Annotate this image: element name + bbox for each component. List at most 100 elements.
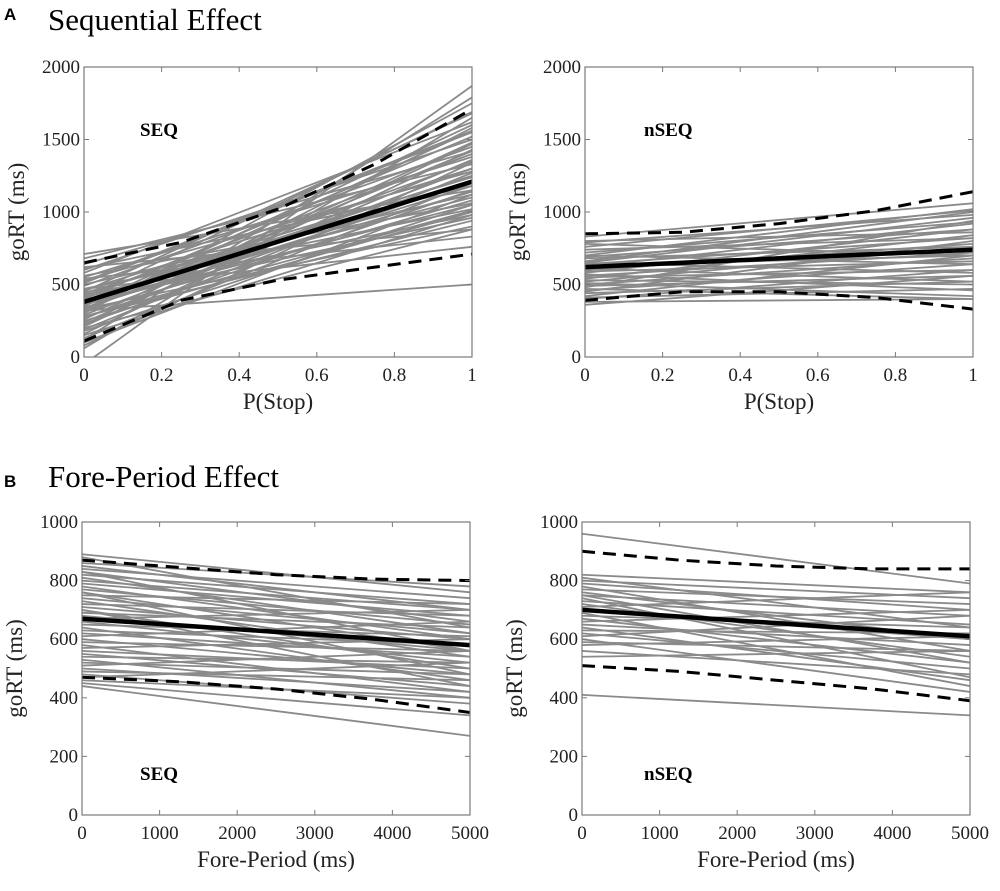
chart-foreperiod-seq: 0 1000 2000 3000 4000 5000 0 200 400 600 800 1000 Fo… <box>2 512 489 872</box>
chart-sequential-seq: 0 0.2 0.4 0.6 0.8 1 0 500 1000 1500 2000 P(Stop) goR… <box>4 57 477 414</box>
mean-line <box>582 607 970 639</box>
individual-line <box>84 283 472 312</box>
individual-line <box>82 658 470 699</box>
individual-line <box>582 609 970 623</box>
individual-line <box>582 591 970 608</box>
individual-line <box>84 182 472 339</box>
individual-line <box>82 620 470 638</box>
x-tick-label: 4000 <box>373 823 411 844</box>
individual-line <box>585 202 973 238</box>
y-tick-label: 400 <box>550 688 579 709</box>
ci-upper-line <box>82 558 470 583</box>
individual-line <box>84 235 472 280</box>
y-tick-label: 400 <box>50 688 79 709</box>
x-tick-label: 0.4 <box>728 365 752 386</box>
group-label: SEQ <box>140 764 178 785</box>
individual-line <box>585 263 973 292</box>
individual-line <box>82 626 470 682</box>
y-tick-label: 500 <box>52 275 81 296</box>
x-tick-label: 0.2 <box>150 365 174 386</box>
x-axis-label: Fore-Period (ms) <box>197 847 355 872</box>
y-tick-label: 1500 <box>543 130 581 151</box>
data-lines <box>82 553 470 737</box>
x-axis-label: P(Stop) <box>744 389 814 414</box>
section-title-b: Fore-Period Effect <box>48 459 279 494</box>
x-tick-label: 5000 <box>951 823 989 844</box>
individual-line <box>585 280 973 295</box>
individual-line <box>82 655 470 664</box>
individual-line <box>82 609 470 620</box>
panel-letter-a: A <box>4 5 16 24</box>
x-tick-label: 0 <box>580 365 590 386</box>
x-tick-label: 0.6 <box>806 365 830 386</box>
mean-line <box>84 179 472 305</box>
x-tick-label: 1 <box>467 365 477 386</box>
x-tick-label: 3000 <box>296 823 334 844</box>
group-label: nSEQ <box>644 764 693 785</box>
individual-line <box>582 573 970 594</box>
individual-line <box>582 585 970 652</box>
individual-line <box>92 85 472 357</box>
y-axis-label: goRT (ms) <box>2 619 27 718</box>
individual-line <box>582 650 970 676</box>
y-tick-label: 800 <box>50 571 79 592</box>
panel-letter-b: B <box>4 472 16 491</box>
individual-line <box>585 216 973 264</box>
chart-sequential-nseq: 0 0.2 0.4 0.6 0.8 1 0 500 1000 1500 2000 P(Stop) goR… <box>505 57 978 414</box>
x-tick-label: 1000 <box>141 823 179 844</box>
individual-line <box>82 620 470 664</box>
individual-line <box>84 190 472 306</box>
individual-line <box>84 143 472 328</box>
x-tick-label: 0.2 <box>651 365 675 386</box>
y-tick-label: 1500 <box>42 130 80 151</box>
x-tick-label: 3000 <box>796 823 834 844</box>
individual-line <box>585 240 973 293</box>
x-tick-label: 0.8 <box>884 365 908 386</box>
individual-line <box>84 185 472 309</box>
x-tick-label: 0.8 <box>383 365 407 386</box>
individual-line <box>84 129 472 310</box>
individual-line <box>82 661 470 676</box>
individual-line <box>82 685 470 737</box>
y-tick-label: 1000 <box>540 512 578 533</box>
individual-line <box>84 131 472 284</box>
y-axis-label: goRT (ms) <box>502 619 527 718</box>
group-label: SEQ <box>140 120 178 141</box>
y-tick-label: 1000 <box>543 202 581 223</box>
y-tick-label: 600 <box>550 629 579 650</box>
individual-line <box>84 209 472 318</box>
individual-line <box>582 588 970 605</box>
individual-line <box>84 111 472 299</box>
y-axis-label: goRT (ms) <box>505 163 530 262</box>
individual-line <box>82 611 470 629</box>
individual-line <box>585 254 973 297</box>
ci-upper-line <box>84 107 472 265</box>
individual-line <box>582 611 970 687</box>
individual-line <box>84 141 472 321</box>
ci-upper-line <box>585 190 973 236</box>
x-tick-label: 0.6 <box>305 365 329 386</box>
x-tick-label: 1 <box>968 365 978 386</box>
y-tick-label: 1000 <box>40 512 78 533</box>
individual-line <box>84 116 472 350</box>
individual-line <box>82 570 470 652</box>
x-tick-label: 4000 <box>873 823 911 844</box>
individual-line <box>82 661 470 679</box>
individual-line <box>585 208 973 257</box>
individual-line <box>82 682 470 717</box>
individual-line <box>82 641 470 652</box>
section-title-a: Sequential Effect <box>48 2 262 37</box>
data-lines <box>84 85 472 357</box>
y-tick-label: 0 <box>572 347 582 368</box>
individual-line <box>82 670 470 682</box>
individual-line <box>582 638 970 693</box>
y-tick-label: 600 <box>50 629 79 650</box>
y-tick-label: 0 <box>69 805 79 826</box>
individual-line <box>82 594 470 605</box>
individual-line <box>82 609 470 670</box>
x-axis-label: Fore-Period (ms) <box>697 847 855 872</box>
individual-line <box>582 635 970 646</box>
y-tick-label: 0 <box>71 347 81 368</box>
x-tick-label: 0 <box>77 823 87 844</box>
